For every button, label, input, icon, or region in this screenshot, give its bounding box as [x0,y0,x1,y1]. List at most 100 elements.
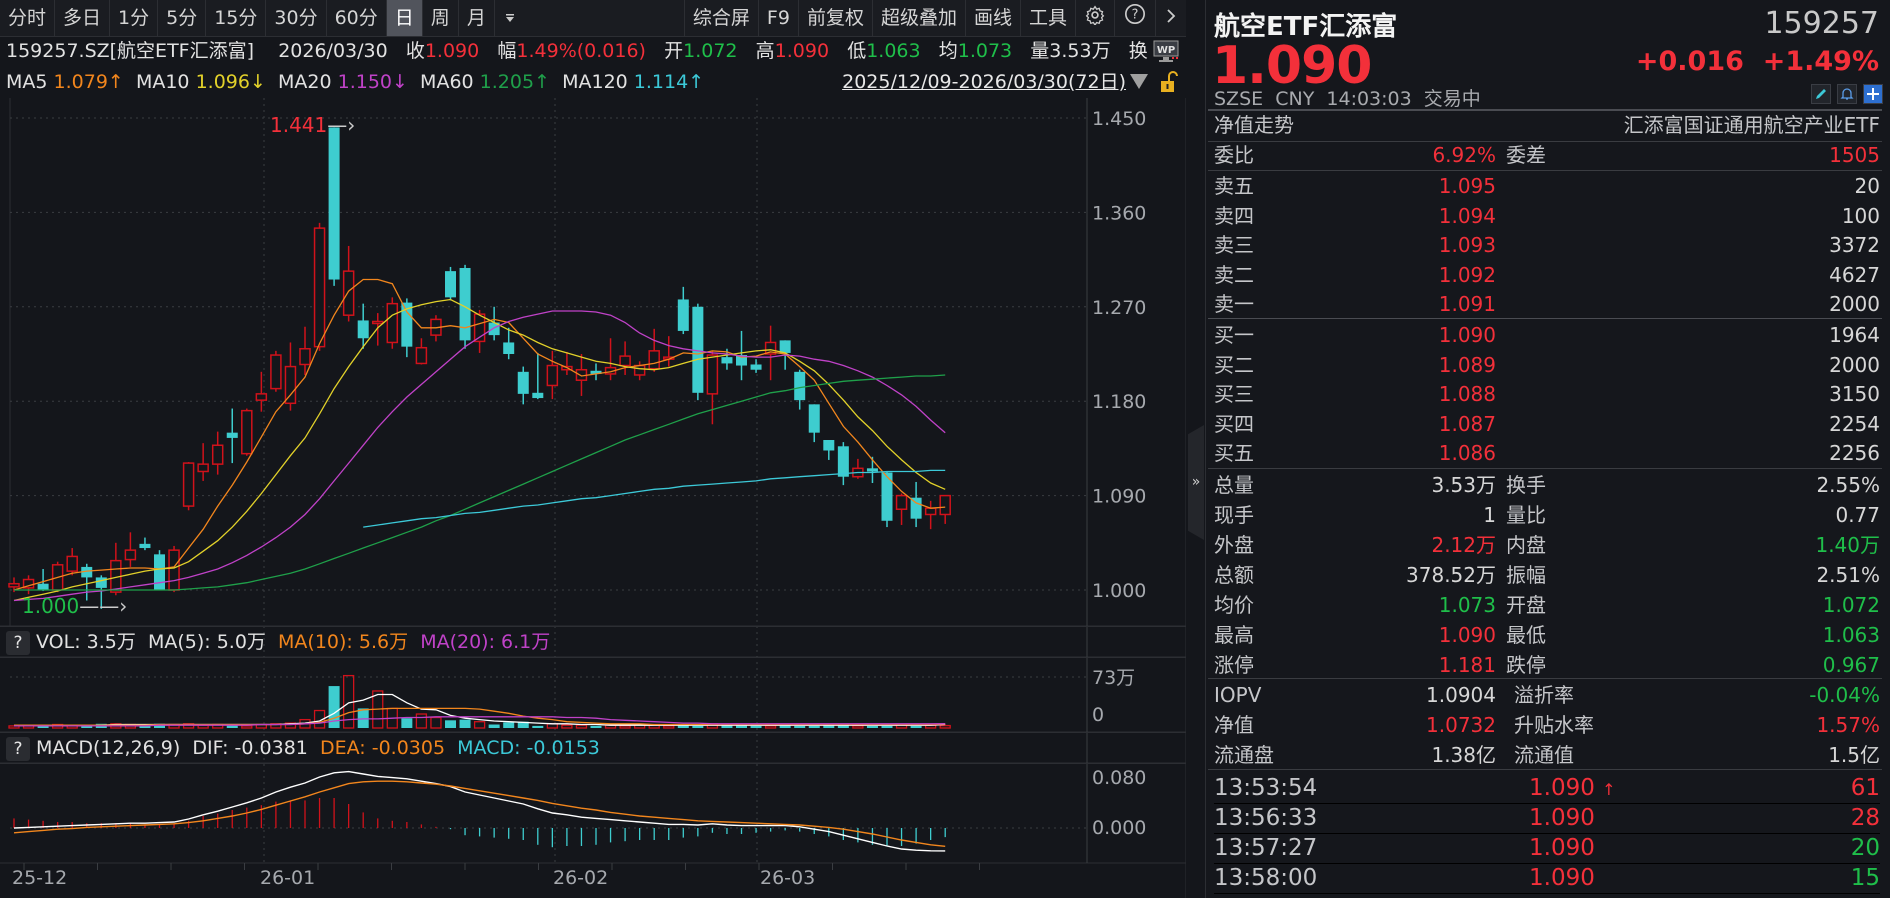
stat-row-value: 378.52万 [1406,563,1496,587]
period-tab-60min[interactable]: 60分 [327,0,387,36]
help-button[interactable]: ? [1115,0,1156,36]
weibi-label: 委比 [1214,143,1254,167]
nav-trend-row[interactable]: 净值走势 汇添富国证通用航空产业ETF [1214,111,1880,140]
stat-row-value2: 2.51% [1816,563,1880,587]
kline-chart[interactable]: 1.450 1.360 1.270 1.180 1.090 1.000 [0,98,1186,898]
divider [1208,769,1882,770]
weicha-value: 1505 [1829,143,1880,167]
date-range-link[interactable]: 2025/12/09-2026/03/30(72日) [842,71,1126,93]
stat-row-value: 3.53万 [1431,473,1496,497]
stat-row-label2: 量比 [1506,503,1546,527]
bell-icon [1840,88,1854,100]
tick-qty: 15 [1850,865,1880,891]
ask-level-label: 卖三 [1214,233,1254,257]
stat-row-value: 1.181 [1438,653,1496,677]
alert-button[interactable] [1837,84,1857,104]
period-tab-fenshi[interactable]: 分时 [0,0,56,36]
unlock-icon[interactable] [1160,71,1178,93]
stat-row-label: 最高 [1214,623,1254,647]
avg-label: 均 [938,40,958,62]
close-label: 收 [405,40,425,62]
tick-time: 13:57:27 [1214,835,1318,861]
stat-row-value: 2.12万 [1431,533,1496,557]
high-label: 高 [755,40,775,62]
period-tab-multiday[interactable]: 多日 [55,0,111,36]
ma-legend-bar: MA5 1.079↑ MA10 1.096↓ MA20 1.150↓ MA60 … [6,67,1186,97]
collapse-panel-toggle[interactable]: » [1188,425,1204,540]
tick-row: 13:57:27 1.090 20 [1214,834,1880,864]
ask-level[interactable]: 卖二 1.092 4627 [1214,261,1880,290]
add-watchlist-button[interactable] [1863,84,1883,104]
macd-help-button[interactable]: ? [6,736,30,761]
fund-stat-row-label: 流通盘 [1214,743,1274,767]
svg-text:1.090: 1.090 [1092,486,1146,508]
period-tab-week[interactable]: 周 [423,0,459,36]
quote-panel: 航空ETF汇添富 159257 1.090 +0.016 +1.49% SZSE… [1205,0,1890,898]
ask-level-value2: 4627 [1829,262,1880,287]
tick-price: 1.090 [1529,864,1595,894]
more-periods-button[interactable] [495,0,525,36]
divider [1208,141,1882,142]
tick-row: 13:56:33 1.090 28 [1214,804,1880,834]
bid-level[interactable]: 买二 1.089 2000 [1214,351,1880,380]
period-tab-30min[interactable]: 30分 [266,0,327,36]
security-name: 航空ETF汇添富 [1214,12,1398,42]
stat-row-label: 现手 [1214,503,1254,527]
vol-ma20: MA(20): 6.1万 [420,631,551,653]
svg-text:1.360: 1.360 [1092,202,1146,224]
stat-row-label: 外盘 [1214,533,1254,557]
f9-button[interactable]: F9 [759,0,799,36]
period-tab-day[interactable]: 日 [386,0,423,36]
add-icon [1867,88,1879,100]
ma120-label: MA120 [562,71,628,93]
open-value: 1.072 [683,40,738,62]
security-code: 159257 [1764,6,1879,41]
divider [1208,468,1882,469]
bid-level-value: 1.086 [1438,441,1496,465]
bid-level-value2: 2254 [1829,411,1880,436]
date-tick-2602: 26-02 [553,867,609,889]
fund-stat-row-label: 净值 [1214,713,1254,737]
tick-qty: 61 [1850,775,1880,801]
macd-dea: DEA: -0.0305 [319,737,446,759]
bid-level[interactable]: 买三 1.088 3150 [1214,380,1880,409]
bid-level[interactable]: 买四 1.087 2254 [1214,410,1880,439]
period-tab-5min[interactable]: 5分 [158,0,207,36]
composite-screen-button[interactable]: 综合屏 [683,0,759,36]
period-tab-15min[interactable]: 15分 [206,0,267,36]
tools-button[interactable]: 工具 [1021,0,1076,36]
wp-monitor-icon[interactable]: WP [1152,40,1180,64]
period-tab-1min[interactable]: 1分 [110,0,159,36]
last-price: 1.090 [1212,36,1372,96]
date-range-dropdown-icon[interactable] [1130,74,1148,89]
high-value: 1.090 [774,40,830,62]
tick-price: 1.090 [1529,804,1595,834]
ask-level[interactable]: 卖四 1.094 100 [1214,202,1880,231]
macd-header: ? MACD(12,26,9) DIF: -0.0381 DEA: -0.0305… [0,732,1186,764]
fund-stat-row-value2: 1.5亿 [1828,743,1880,767]
quote-date: 2026/03/30 [278,40,388,62]
bid-level[interactable]: 买五 1.086 2256 [1214,439,1880,468]
ma20-label: MA20 [278,71,332,93]
tick-price: 1.090 ↑ [1529,774,1616,804]
ask-level[interactable]: 卖五 1.095 20 [1214,172,1880,201]
volume-help-button[interactable]: ? [6,630,30,655]
forward-adjust-button[interactable]: 前复权 [799,0,873,36]
next-button[interactable] [1156,0,1186,36]
ask-level-value2: 100 [1841,203,1880,228]
gear-icon [1085,5,1105,27]
ask-level[interactable]: 卖三 1.093 3372 [1214,231,1880,260]
order-ratio-row: 委比 6.92% 委差 1505 [1214,141,1880,170]
bid-level[interactable]: 买一 1.090 1964 [1214,321,1880,350]
edit-button[interactable] [1811,84,1831,104]
super-overlay-button[interactable]: 超级叠加 [873,0,966,36]
settings-button[interactable] [1076,0,1115,36]
period-toolbar: 分时 多日 1分 5分 15分 30分 60分 日 周 月 综合屏 F9 前复权… [0,0,1186,37]
ask-level[interactable]: 卖一 1.091 2000 [1214,290,1880,319]
ask-level-value: 1.092 [1438,262,1496,287]
bid-level-value: 1.088 [1438,382,1496,406]
period-tab-month[interactable]: 月 [459,0,495,36]
stat-row: 现手 1 量比 0.77 [1214,501,1880,530]
bid-level-value2: 3150 [1829,382,1880,406]
draw-line-button[interactable]: 画线 [966,0,1021,36]
